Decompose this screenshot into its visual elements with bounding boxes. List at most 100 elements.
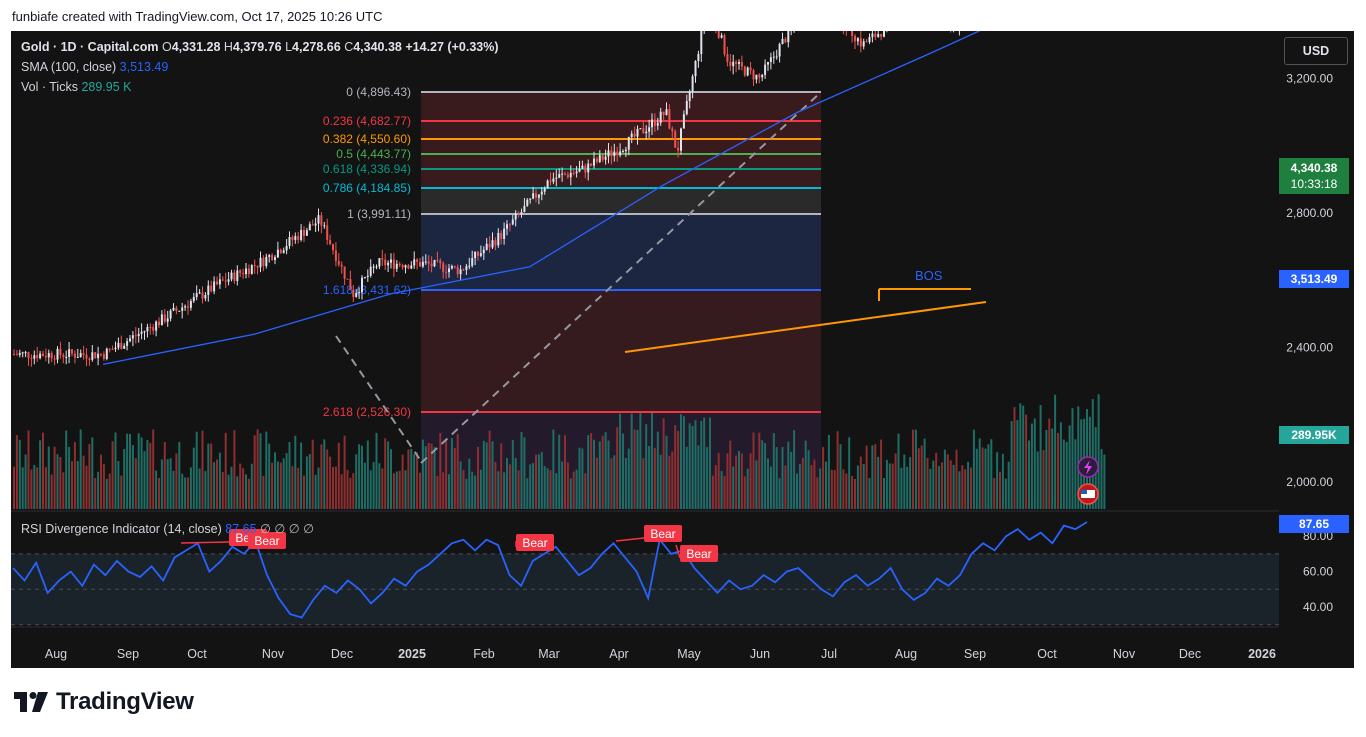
volume-bar [816,477,819,509]
price-candle [192,296,195,302]
price-candle [506,224,508,229]
legend-volume-row[interactable]: Vol · Ticks 289.95 K [21,80,132,94]
price-candle [204,295,207,299]
volume-bar [288,442,291,509]
price-candle [514,213,517,220]
price-candle [256,265,259,268]
volume-bar [636,429,639,509]
price-chart-svg[interactable]: 0 (4,896.43) 0.236 (4,682.77) 0.382 (4,550… [11,31,1354,668]
price-candle [53,358,56,360]
volume-bar [624,457,627,509]
price-candle [439,260,442,264]
price-candle [622,151,624,153]
volume-bar [825,461,827,509]
volume-bar [21,467,24,509]
volume-bar [189,467,192,509]
price-candle [532,193,535,199]
price-candle [343,266,346,279]
volume-bar [526,478,529,509]
price-candle [688,91,691,102]
price-candle [253,265,256,267]
volume-bar [648,445,651,509]
volume-bar [1025,414,1028,509]
price-candle [433,259,436,267]
chart-frame[interactable]: Gold · 1D · Capital.com O4,331.28 H4,379… [11,31,1354,668]
price-candle [187,306,189,308]
price-candle [242,273,245,275]
fib-level-label: 0.236 (4,682.77) [323,114,411,128]
volume-bar [314,474,317,509]
price-candle [424,261,427,263]
volume-bar [201,430,204,509]
fib-level-label: 2.618 (2,526.30) [323,405,411,419]
volume-bar [294,435,297,509]
volume-bar [65,430,68,509]
currency-button[interactable]: USD [1284,37,1348,65]
volume-bar [775,447,778,509]
volume-bar [479,469,482,509]
volume-bar [883,477,885,509]
volume-bar [245,474,247,509]
price-candle [94,352,97,359]
price-candle [404,265,407,268]
price-candle [308,224,311,231]
price-candle [781,38,784,45]
volume-bar [146,439,149,509]
price-candle [772,56,775,58]
volume-bar [833,470,836,509]
price-candle [105,348,108,359]
fib-zone-lower [421,291,821,413]
volume-bar [926,457,929,509]
volume-bar [44,467,47,509]
price-candle [143,331,146,333]
volume-bar [1007,461,1010,509]
volume-bar [923,438,926,509]
volume-bar [337,442,340,509]
price-candle [651,119,653,128]
volume-bar [349,477,352,509]
volume-bar [178,441,181,509]
price-candle [175,307,178,311]
volume-bar [642,458,645,509]
tradingview-logo[interactable]: TradingView [14,688,194,716]
volume-bar [610,458,613,509]
fib-level-label: 0.786 (4,184.85) [323,181,411,195]
price-candle [317,215,320,224]
price-candle [323,225,326,227]
volume-bar [906,466,909,509]
price-candle [178,310,181,312]
volume-bar [961,465,964,509]
volume-bar [955,449,958,509]
price-candle [868,37,871,42]
volume-bar [1033,418,1036,509]
price-candle [230,272,233,280]
price-candle [395,263,398,269]
volume-bar [903,454,906,509]
price-candle [445,271,448,273]
legend-sma-row[interactable]: SMA (100, close) 3,513.49 [21,60,168,74]
volume-bar [62,472,65,509]
legend-rsi-row[interactable]: RSI Divergence Indicator (14, close) 87.… [21,521,314,536]
volume-bar [97,471,100,509]
volume-bar [239,463,242,509]
price-candle [691,76,694,92]
volume-bar [68,446,71,509]
price-candle [636,128,639,137]
price-candle [387,262,390,266]
price-candle [459,269,462,275]
volume-bar [900,467,903,509]
volume-bar [856,465,859,509]
volume-bar [543,466,546,509]
price-candle [740,62,743,67]
x-axis-tick-label: Dec [1179,647,1201,661]
volume-bar [572,471,575,509]
price-candle [529,198,532,200]
volume-bar [500,443,503,509]
volume-bar [482,440,485,509]
price-candle [349,279,352,290]
volume-bar [894,453,897,509]
volume-bar [767,458,769,509]
price-candle [384,259,387,266]
volume-bar [740,453,743,509]
volume-bar [549,470,552,509]
